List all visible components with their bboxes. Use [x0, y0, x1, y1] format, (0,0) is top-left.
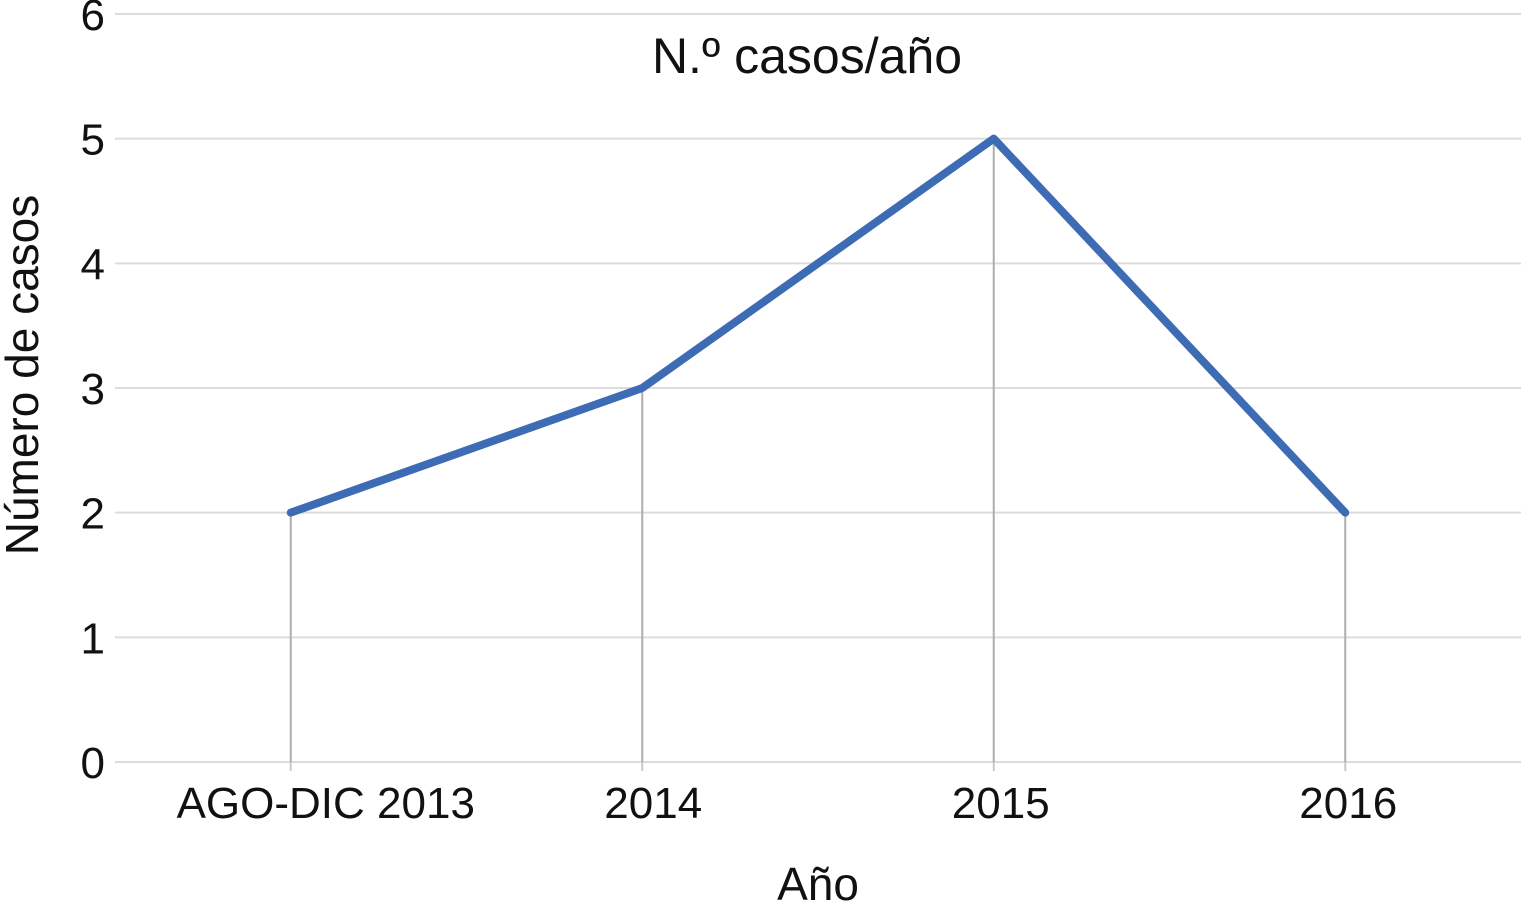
y-tick-label-2: 2	[81, 490, 105, 539]
x-tick-label-3: 2016	[1299, 779, 1397, 828]
x-tick-label-1: 2014	[604, 779, 702, 828]
x-tick-label-2: 2015	[952, 779, 1050, 828]
y-axis-title: Número de casos	[0, 195, 48, 556]
y-tick-label-6: 6	[81, 0, 105, 40]
y-tick-label-3: 3	[81, 365, 105, 414]
series-line-casos	[286, 134, 1350, 517]
gridline-layer	[115, 13, 1521, 763]
x-tick-label-0: AGO-DIC 2013	[177, 779, 475, 828]
drop-line-layer	[289, 138, 1347, 771]
y-axis-tick-labels: 0 1 2 3 4 5 6	[81, 0, 105, 788]
x-axis-title: Año	[777, 858, 859, 910]
chart-title: N.º casos/año	[652, 28, 962, 84]
y-tick-label-4: 4	[81, 240, 105, 289]
y-tick-label-5: 5	[81, 116, 105, 165]
y-tick-label-1: 1	[81, 614, 105, 663]
y-tick-label-0: 0	[81, 739, 105, 788]
x-axis-tick-labels: AGO-DIC 2013 2014 2015 2016	[177, 779, 1398, 828]
series-layer	[286, 134, 1350, 517]
